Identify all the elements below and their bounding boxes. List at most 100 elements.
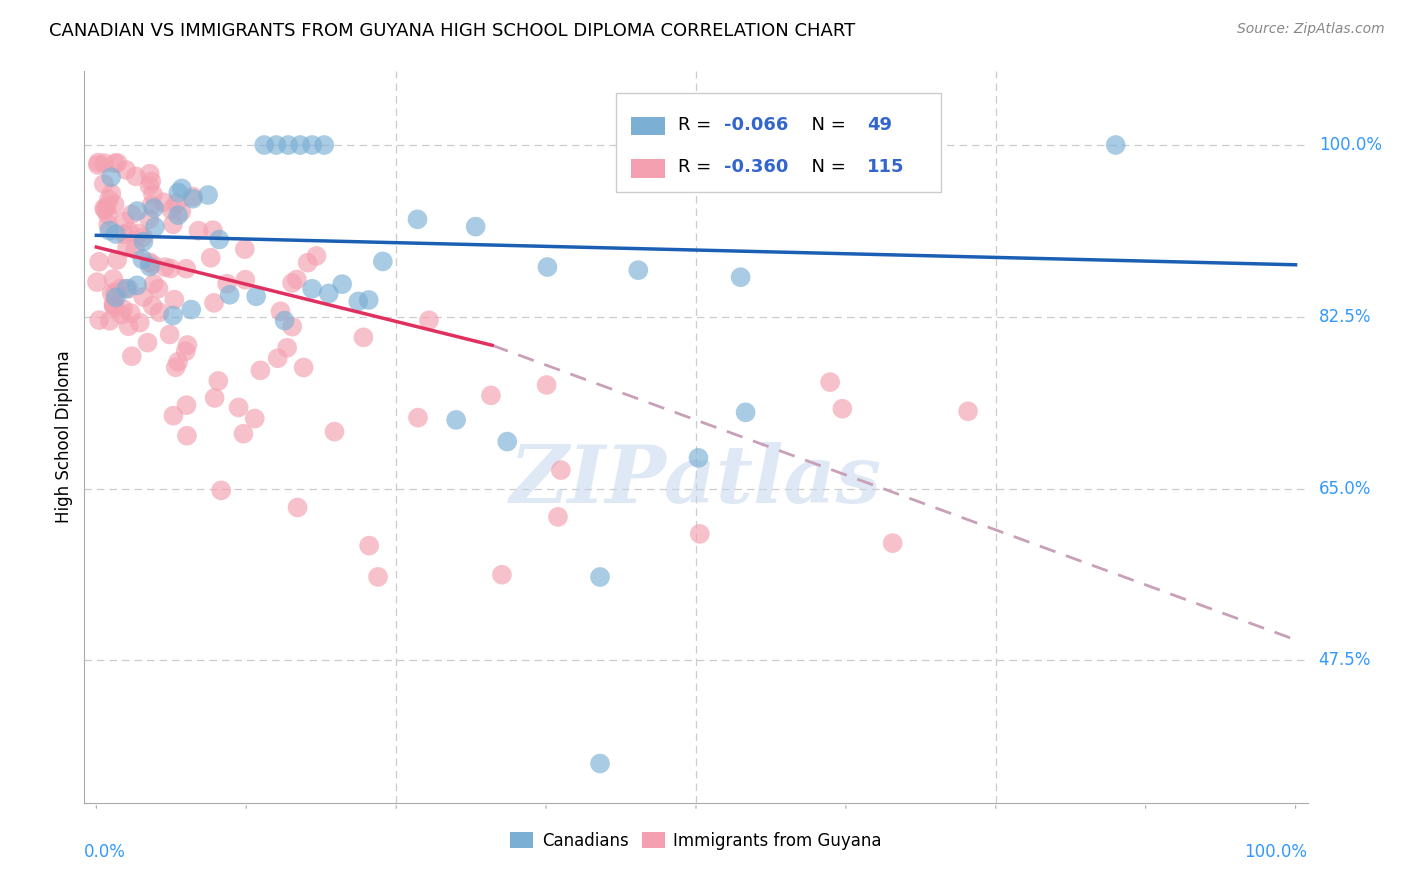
Point [89, 255, 111, 269]
Point [110, 281, 132, 295]
Point [104, 227, 127, 241]
Point [253, 138, 276, 153]
Point [103, 272, 125, 286]
Point [98, 224, 121, 238]
Text: Source: ZipAtlas.com: Source: ZipAtlas.com [1237, 22, 1385, 37]
Point [142, 201, 165, 215]
Point [589, 570, 612, 584]
Point [167, 208, 190, 222]
Point [89, 313, 111, 327]
Point [170, 181, 193, 195]
Point [100, 286, 122, 301]
Point [125, 169, 148, 184]
Point [831, 401, 853, 416]
Point [496, 434, 519, 449]
Point [305, 249, 328, 263]
Point [141, 257, 163, 271]
Point [87, 158, 110, 172]
Point [86, 275, 108, 289]
Point [142, 277, 165, 291]
Point [187, 224, 209, 238]
Point [121, 349, 143, 363]
Point [128, 316, 150, 330]
Point [162, 409, 184, 423]
Point [176, 428, 198, 442]
Point [110, 307, 132, 321]
Point [152, 195, 174, 210]
Point [174, 344, 197, 359]
Point [138, 178, 160, 193]
Point [163, 293, 186, 307]
Point [550, 463, 572, 477]
Point [267, 351, 290, 366]
Point [276, 341, 298, 355]
Point [105, 252, 128, 267]
Point [167, 355, 190, 369]
Point [367, 570, 389, 584]
Text: -0.066: -0.066 [724, 116, 789, 134]
Point [97, 218, 120, 232]
Point [444, 413, 467, 427]
Point [301, 282, 323, 296]
Text: 100.0%: 100.0% [1244, 843, 1308, 861]
Point [218, 287, 240, 301]
Point [245, 289, 267, 303]
Point [287, 500, 309, 515]
Point [98, 314, 121, 328]
Point [352, 330, 374, 344]
Point [138, 212, 160, 227]
Text: 47.5%: 47.5% [1319, 651, 1371, 669]
Point [536, 260, 558, 274]
Point [882, 536, 904, 550]
Point [103, 297, 125, 311]
Point [243, 411, 266, 425]
Point [121, 207, 143, 221]
Legend: Canadians, Immigrants from Guyana: Canadians, Immigrants from Guyana [503, 825, 889, 856]
Point [125, 278, 148, 293]
Text: 115: 115 [868, 159, 904, 177]
Point [228, 401, 250, 415]
Point [285, 272, 308, 286]
Point [142, 187, 165, 202]
Text: 82.5%: 82.5% [1319, 308, 1371, 326]
Point [176, 338, 198, 352]
Point [273, 313, 295, 327]
Point [174, 261, 197, 276]
Point [159, 327, 181, 342]
Point [233, 242, 256, 256]
Point [957, 404, 980, 418]
FancyBboxPatch shape [631, 159, 665, 178]
Text: N =: N = [800, 159, 852, 177]
Point [170, 204, 193, 219]
Point [479, 388, 502, 402]
Point [162, 217, 184, 231]
Point [142, 299, 165, 313]
Point [292, 360, 315, 375]
Point [136, 335, 159, 350]
Point [180, 302, 202, 317]
Point [301, 138, 323, 153]
Point [93, 156, 115, 170]
Point [166, 196, 188, 211]
Text: -0.360: -0.360 [724, 159, 789, 177]
Text: 100.0%: 100.0% [1319, 136, 1382, 154]
Point [112, 301, 135, 316]
Point [148, 305, 170, 319]
Point [233, 273, 256, 287]
Point [115, 282, 138, 296]
Point [406, 410, 429, 425]
Point [330, 277, 353, 292]
Point [139, 260, 162, 274]
Point [97, 193, 120, 207]
Point [207, 374, 229, 388]
Point [117, 282, 139, 296]
Text: R =: R = [678, 159, 717, 177]
Point [94, 202, 117, 217]
Point [730, 270, 752, 285]
Point [100, 186, 122, 201]
Point [112, 214, 135, 228]
Point [270, 304, 292, 318]
Point [589, 756, 612, 771]
Point [277, 138, 299, 153]
Point [112, 227, 135, 242]
